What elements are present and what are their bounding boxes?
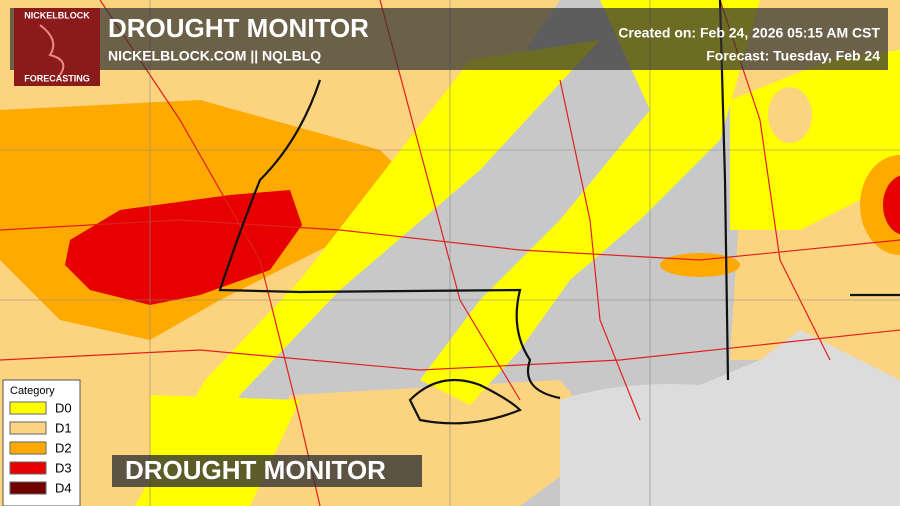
banner: [112, 455, 422, 487]
header-subtitle: NICKELBLOCK.COM || NQLBLQ: [108, 48, 321, 64]
legend-label: D2: [55, 440, 72, 455]
d0-area: [135, 40, 600, 506]
banner-title: DROUGHT MONITOR: [125, 455, 386, 485]
legend-label: D0: [55, 400, 72, 415]
logo-text: FORECASTING: [24, 73, 90, 83]
legend-title: Category: [10, 385, 55, 397]
d2-area: [860, 155, 900, 255]
legend-items: D0 D1 D2 D3 D4: [9, 400, 72, 495]
legend-swatch: [9, 461, 47, 475]
legend-swatch: [9, 481, 47, 495]
water: [560, 330, 900, 506]
header-bar: [10, 8, 888, 70]
legend-label: D3: [55, 460, 72, 475]
legend-swatch: [9, 421, 47, 435]
legend-swatch: [9, 401, 47, 415]
d3-area: [65, 190, 302, 305]
d3-area: [883, 175, 900, 235]
d1-area: [768, 87, 812, 143]
header-title: DROUGHT MONITOR: [108, 13, 369, 43]
logo: [14, 8, 100, 86]
logo-text: NICKELBLOCK: [24, 10, 90, 20]
d0-area: [420, 0, 760, 405]
legend-label: D1: [55, 420, 72, 435]
forecast-date: Forecast: Tuesday, Feb 24: [706, 48, 880, 64]
logo-icon: [39, 24, 65, 76]
created-date: Created on: Feb 24, 2026 05:15 AM CST: [618, 25, 880, 41]
legend-label: D4: [55, 480, 72, 495]
d0-area: [730, 50, 900, 230]
legend-swatch: [9, 441, 47, 455]
